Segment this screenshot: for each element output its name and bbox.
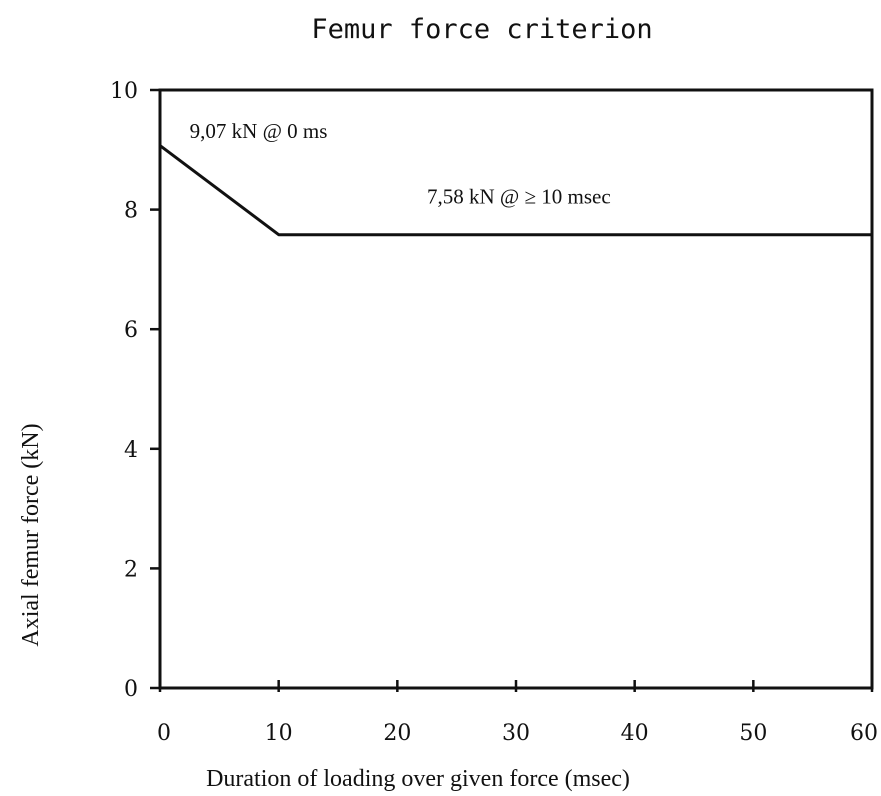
y-tick-label: 0 xyxy=(124,677,138,702)
x-tick-label: 60 xyxy=(850,721,878,746)
y-tick-label: 8 xyxy=(124,199,138,224)
chart-title: Femur force criterion xyxy=(311,14,652,45)
y-tick-label: 6 xyxy=(124,318,138,343)
x-tick-label: 0 xyxy=(157,721,171,746)
plot-frame xyxy=(158,88,874,690)
series-line xyxy=(159,144,872,237)
x-axis-ticks: 0 10 20 30 40 50 60 xyxy=(157,680,878,746)
annotations-group: 9,07 kN @ 0 ms 7,58 kN @ ≥ 10 msec xyxy=(190,119,611,209)
x-axis-label: Duration of loading over given force (ms… xyxy=(206,766,630,792)
y-axis-label: Axial femur force (kN) xyxy=(18,423,44,646)
x-tick-label: 20 xyxy=(383,721,411,746)
x-tick-label: 30 xyxy=(502,721,530,746)
y-axis-ticks: 0 2 4 6 8 10 xyxy=(110,79,160,702)
x-tick-label: 10 xyxy=(265,721,293,746)
series-group xyxy=(159,144,873,237)
annotation-label: 9,07 kN @ 0 ms xyxy=(190,119,328,143)
annotation-label: 7,58 kN @ ≥ 10 msec xyxy=(427,185,611,209)
y-tick-label: 4 xyxy=(124,438,138,463)
y-tick-label: 2 xyxy=(124,557,138,582)
y-tick-label: 10 xyxy=(110,79,138,104)
x-tick-label: 40 xyxy=(621,721,649,746)
x-tick-label: 50 xyxy=(739,721,767,746)
